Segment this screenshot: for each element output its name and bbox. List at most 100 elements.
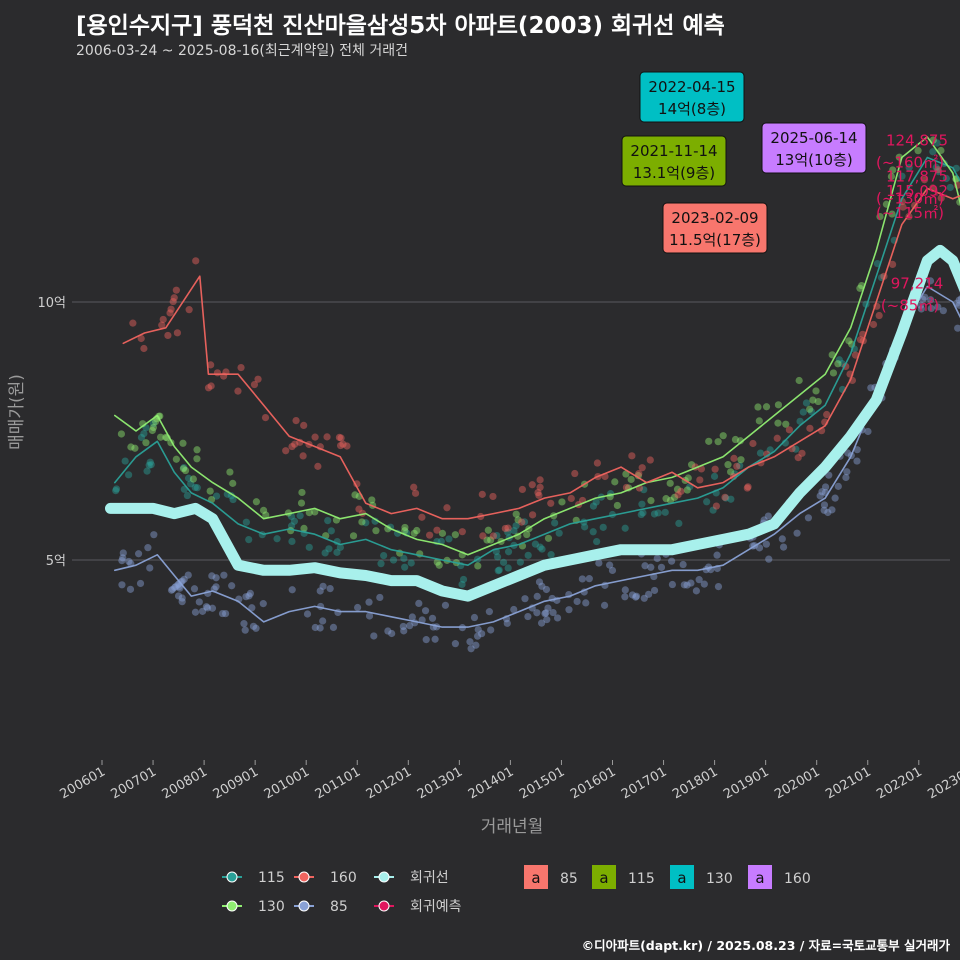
transaction-point: [831, 494, 839, 502]
max-label-price: 13억(10층): [775, 151, 852, 169]
transaction-point: [226, 468, 234, 476]
transaction-point: [287, 512, 296, 521]
transaction-point: [248, 604, 256, 612]
transaction-point: [125, 557, 133, 566]
transaction-point: [755, 544, 764, 552]
transaction-point: [203, 604, 212, 612]
transaction-point: [119, 549, 127, 557]
transaction-point: [736, 437, 744, 445]
transaction-point: [632, 593, 640, 601]
transaction-point: [869, 320, 878, 329]
transaction-point: [472, 641, 480, 649]
transaction-point: [172, 455, 180, 463]
transaction-point: [823, 410, 831, 419]
transaction-point: [493, 553, 502, 561]
transaction-point: [459, 575, 468, 584]
x-tick-label: 202201: [874, 764, 924, 802]
transaction-point: [774, 419, 782, 427]
transaction-point: [696, 476, 704, 484]
transaction-point: [534, 488, 542, 497]
transaction-point: [329, 623, 338, 631]
transaction-point: [600, 601, 609, 609]
transaction-point: [185, 306, 193, 314]
transaction-point: [187, 480, 195, 488]
transaction-point: [126, 585, 135, 593]
transaction-point: [220, 571, 228, 579]
transaction-point: [249, 622, 258, 630]
scatter-layer: [112, 136, 960, 653]
transaction-point: [711, 465, 719, 473]
legend-label: 85: [330, 899, 348, 915]
transaction-point: [835, 356, 843, 364]
transaction-point: [325, 545, 333, 553]
transaction-point: [933, 139, 941, 147]
transaction-point: [504, 528, 512, 536]
transaction-point: [311, 433, 319, 441]
transaction-point: [221, 609, 230, 618]
endpoint-area: (~130㎡): [876, 190, 944, 208]
transaction-point: [842, 473, 850, 482]
transaction-point: [621, 524, 629, 532]
transaction-point: [599, 523, 607, 531]
transaction-point: [927, 304, 935, 313]
transaction-point: [300, 524, 308, 532]
transaction-point: [389, 556, 398, 564]
transaction-point: [218, 609, 227, 618]
legend-key-dot: [226, 900, 238, 912]
transaction-point: [157, 433, 165, 441]
transaction-point: [957, 295, 960, 302]
transaction-point: [311, 623, 319, 632]
transaction-point: [516, 558, 524, 566]
transaction-point: [528, 481, 536, 489]
transaction-point: [898, 172, 906, 180]
transaction-point: [228, 582, 236, 590]
transaction-point: [538, 582, 546, 590]
transaction-point: [499, 558, 508, 566]
grid-layer: [72, 301, 950, 561]
transaction-point: [640, 486, 648, 494]
transaction-point: [730, 454, 738, 462]
x-tick-label: 200901: [211, 764, 261, 802]
transaction-point: [749, 439, 757, 448]
transaction-point: [709, 506, 717, 514]
transaction-point: [721, 493, 729, 501]
transaction-point: [955, 301, 960, 309]
transaction-point: [889, 166, 897, 174]
transaction-point: [292, 417, 300, 425]
transaction-point: [543, 616, 551, 624]
transaction-point: [384, 627, 392, 635]
transaction-point: [621, 586, 629, 594]
transaction-point: [125, 471, 133, 479]
transaction-point: [478, 630, 486, 638]
transaction-point: [929, 148, 937, 156]
transaction-point: [290, 517, 299, 525]
transaction-point: [140, 344, 148, 353]
transaction-point: [319, 582, 327, 590]
transaction-point: [887, 172, 896, 181]
transaction-point: [592, 498, 600, 506]
transaction-point: [377, 560, 385, 568]
transaction-point: [191, 608, 200, 616]
transaction-point: [567, 494, 575, 503]
transaction-point: [384, 525, 392, 533]
regression-line: [105, 244, 960, 602]
transaction-point: [533, 592, 541, 600]
transaction-point: [637, 510, 645, 519]
transaction-point: [252, 624, 260, 632]
transaction-point: [445, 535, 453, 543]
transaction-point: [118, 556, 126, 565]
transaction-point: [518, 485, 527, 494]
transaction-point: [779, 543, 788, 551]
x-tick-label: 201801: [670, 764, 720, 802]
max-label-price: 11.5억(17층): [669, 231, 761, 249]
transaction-point: [227, 492, 235, 500]
transaction-point: [638, 464, 646, 472]
transaction-point: [245, 535, 253, 544]
transaction-point: [727, 468, 735, 476]
transaction-point: [954, 324, 960, 332]
transaction-point: [814, 397, 822, 406]
transaction-point: [942, 174, 950, 183]
transaction-point: [719, 432, 727, 440]
transaction-point: [234, 387, 242, 395]
transaction-point: [206, 487, 214, 495]
